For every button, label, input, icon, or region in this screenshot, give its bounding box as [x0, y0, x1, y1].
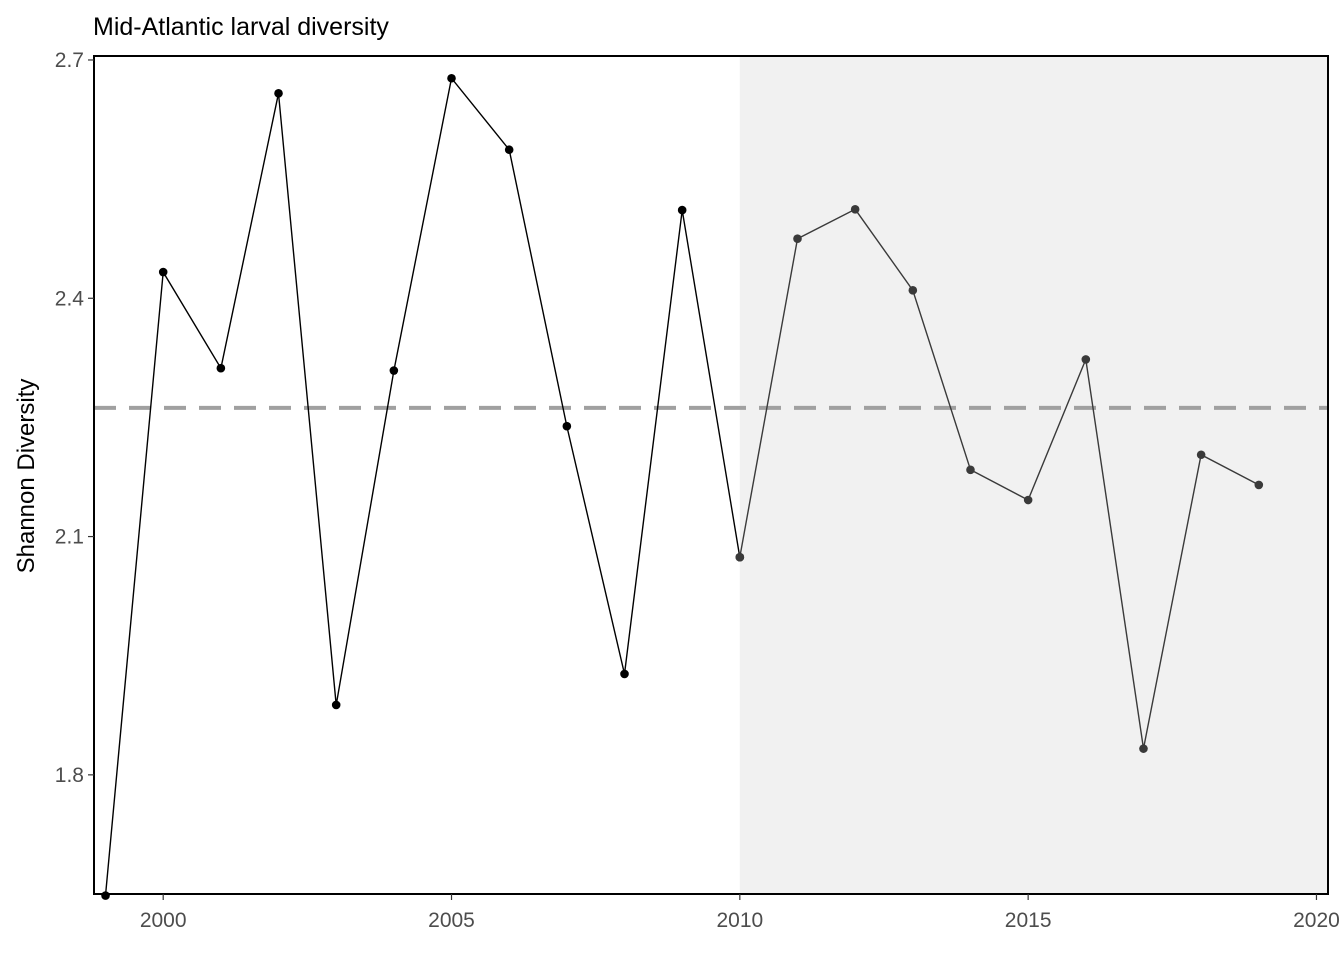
chart-title: Mid-Atlantic larval diversity [93, 13, 389, 41]
y-tick-label: 2.7 [55, 49, 84, 72]
data-point [216, 363, 226, 373]
data-point [735, 552, 745, 562]
y-axis-title: Shannon Diversity [13, 379, 40, 574]
data-point [1139, 744, 1148, 753]
series-layer [101, 73, 1264, 900]
series-line-2 [739, 208, 1260, 749]
data-point [850, 205, 860, 214]
data-point [677, 205, 687, 215]
data-point [1023, 495, 1033, 505]
data-point [562, 421, 572, 431]
data-point [908, 286, 918, 295]
data-point [793, 234, 802, 243]
x-tick-label: 2000 [140, 909, 187, 932]
data-point [966, 465, 975, 475]
y-tick-label: 1.8 [55, 764, 84, 787]
x-tick-label: 2015 [1005, 909, 1052, 932]
y-tick-label: 2.4 [55, 287, 85, 310]
data-point [620, 669, 629, 679]
shaded-region [739, 56, 1328, 894]
data-point [447, 73, 456, 83]
axis-ticks: 1.8 2.1 2.4 2.7 2000 2005 2010 2015 2020 [55, 49, 1340, 932]
x-tick-label: 2010 [716, 909, 763, 932]
data-point [331, 700, 341, 710]
series-line-1 [104, 76, 741, 896]
plot-frame [93, 55, 1329, 895]
data-point [158, 267, 168, 277]
y-tick-label: 2.1 [55, 526, 84, 549]
data-point [1081, 355, 1091, 364]
x-tick-label: 2020 [1293, 909, 1340, 932]
x-tick-label: 2005 [428, 909, 475, 932]
data-point [1254, 480, 1264, 490]
data-point [101, 891, 110, 900]
data-point [274, 89, 283, 98]
data-point [504, 145, 514, 155]
data-point [389, 366, 399, 375]
data-point [1196, 450, 1206, 460]
